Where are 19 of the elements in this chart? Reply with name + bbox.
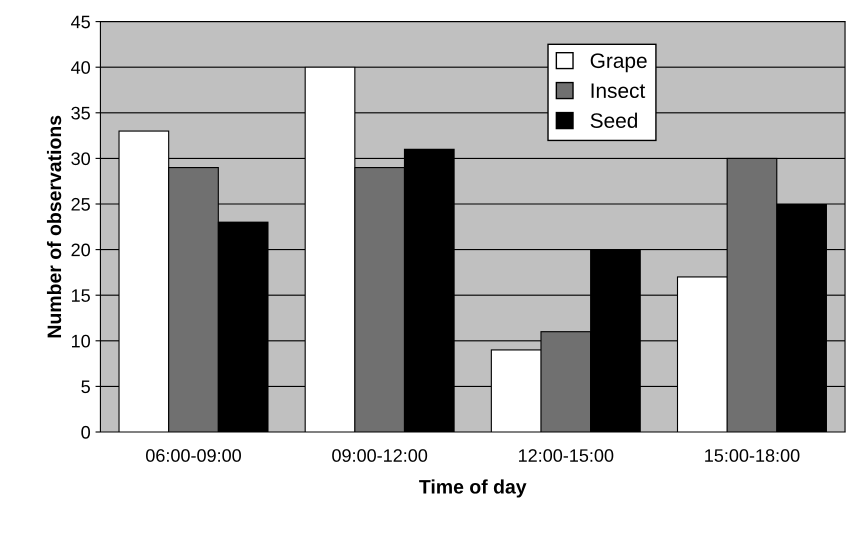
legend-label: Grape	[590, 53, 647, 72]
y-tick-label: 15	[72, 289, 90, 302]
x-tick-label: 12:00-15:00	[519, 449, 614, 462]
y-tick-label: 10	[72, 334, 90, 348]
y-tick-label: 0	[81, 426, 90, 439]
x-tick-label: 06:00-09:00	[146, 449, 241, 462]
y-axis-title: Number of observations	[46, 116, 62, 338]
y-tick-label: 30	[71, 152, 90, 166]
x-axis-title: Time of day	[419, 479, 526, 498]
y-tick-label: 20	[72, 244, 90, 256]
legend-label: Seed	[590, 112, 637, 128]
x-tick-label: 15:00-18:00	[705, 449, 800, 462]
y-tick-label: 35	[71, 106, 90, 120]
y-tick-label: 45	[71, 16, 90, 28]
y-tick-label: 25	[72, 198, 90, 211]
x-tick-label: 09:00-12:00	[332, 449, 428, 462]
legend-label: Insect	[592, 83, 646, 98]
y-tick-label: 5	[81, 380, 90, 394]
y-tick-label: 40	[71, 61, 90, 74]
